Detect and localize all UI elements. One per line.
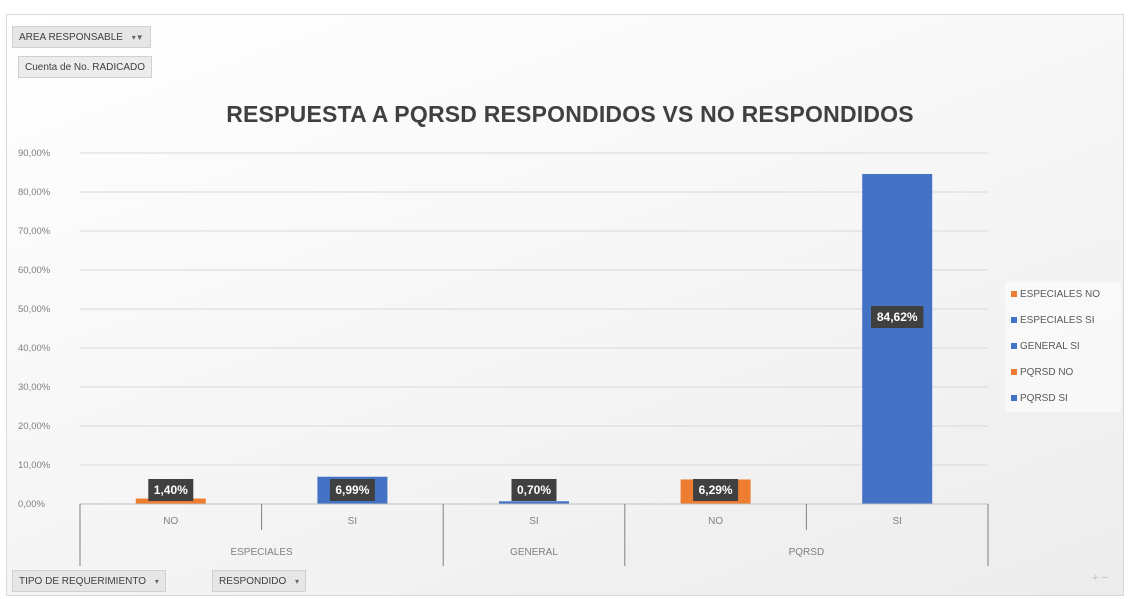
legend-label: PQRSD NO (1020, 367, 1074, 378)
y-tick-label: 0,00% (18, 499, 45, 510)
data-label-box (511, 479, 557, 501)
x-category-label: NO (163, 516, 178, 527)
data-label: 6,29% (699, 483, 733, 497)
area-responsable-label: AREA RESPONSABLE (19, 32, 123, 43)
area-responsable-filter-button[interactable]: AREA RESPONSABLE ▾▼ (12, 26, 151, 48)
x-category-label: SI (348, 516, 357, 527)
x-group-label: ESPECIALES (230, 547, 293, 558)
legend-swatch (1011, 343, 1017, 350)
y-tick-label: 90,00% (18, 148, 51, 159)
legend-swatch (1011, 317, 1017, 324)
legend-label: ESPECIALES NO (1020, 289, 1101, 300)
data-label-box (871, 305, 924, 328)
respondido-field-button[interactable]: RESPONDIDO ▾ (212, 570, 307, 592)
y-tick-label: 50,00% (18, 304, 51, 315)
y-tick-label: 10,00% (18, 460, 51, 471)
data-label: 1,40% (154, 483, 188, 497)
bar (862, 173, 933, 504)
dropdown-arrow-icon: ▾ (295, 577, 300, 586)
legend-label: ESPECIALES SI (1020, 315, 1095, 326)
chart-title: RESPUESTA A PQRSD RESPONDIDOS VS NO RESP… (226, 101, 914, 127)
y-tick-label: 40,00% (18, 343, 51, 354)
tipo-requerimiento-label: TIPO DE REQUERIMIENTO (19, 576, 147, 587)
y-tick-label: 60,00% (18, 265, 51, 276)
legend-item: PQRSD NO (1005, 360, 1121, 386)
y-tick-label: 70,00% (18, 226, 51, 237)
filter-icon: ▾▼ (131, 33, 144, 42)
zoom-controls[interactable]: + − (1092, 572, 1108, 584)
bar (135, 498, 206, 504)
x-category-label: SI (892, 516, 901, 527)
data-label: 84,62% (877, 310, 918, 324)
legend-item: PQRSD SI (1005, 386, 1121, 412)
chart-legend: ESPECIALES NO ESPECIALES SI GENERAL SI PQRS… (1005, 282, 1121, 412)
x-category-label: NO (708, 516, 723, 527)
y-tick-label: 30,00% (18, 382, 51, 393)
x-group-label: GENERAL (510, 547, 558, 558)
data-label: 6,99% (335, 483, 369, 497)
y-tick-label: 20,00% (18, 421, 51, 432)
legend-swatch (1011, 369, 1017, 376)
tipo-requerimiento-field-button[interactable]: TIPO DE REQUERIMIENTO ▾ (12, 570, 166, 592)
legend-item: ESPECIALES NO (1005, 282, 1121, 308)
legend-item: ESPECIALES SI (1005, 308, 1121, 334)
respondido-label: RESPONDIDO (219, 576, 287, 587)
y-tick-label: 80,00% (18, 187, 51, 198)
legend-label: PQRSD SI (1020, 393, 1068, 404)
legend-item: GENERAL SI (1005, 334, 1121, 360)
data-label-box (693, 479, 739, 501)
data-label-box (329, 479, 375, 501)
x-category-label: SI (529, 516, 538, 527)
x-group-label: PQRSD (789, 547, 825, 558)
legend-swatch (1011, 291, 1017, 298)
value-field-label: Cuenta de No. RADICADO (25, 62, 146, 73)
dropdown-arrow-icon: ▾ (154, 577, 159, 586)
data-label: 0,70% (517, 483, 551, 497)
legend-swatch (1011, 395, 1017, 402)
legend-label: GENERAL SI (1020, 341, 1080, 352)
bar (499, 501, 569, 504)
value-field-button[interactable]: Cuenta de No. RADICADO (18, 56, 153, 78)
data-label-box (148, 479, 194, 501)
